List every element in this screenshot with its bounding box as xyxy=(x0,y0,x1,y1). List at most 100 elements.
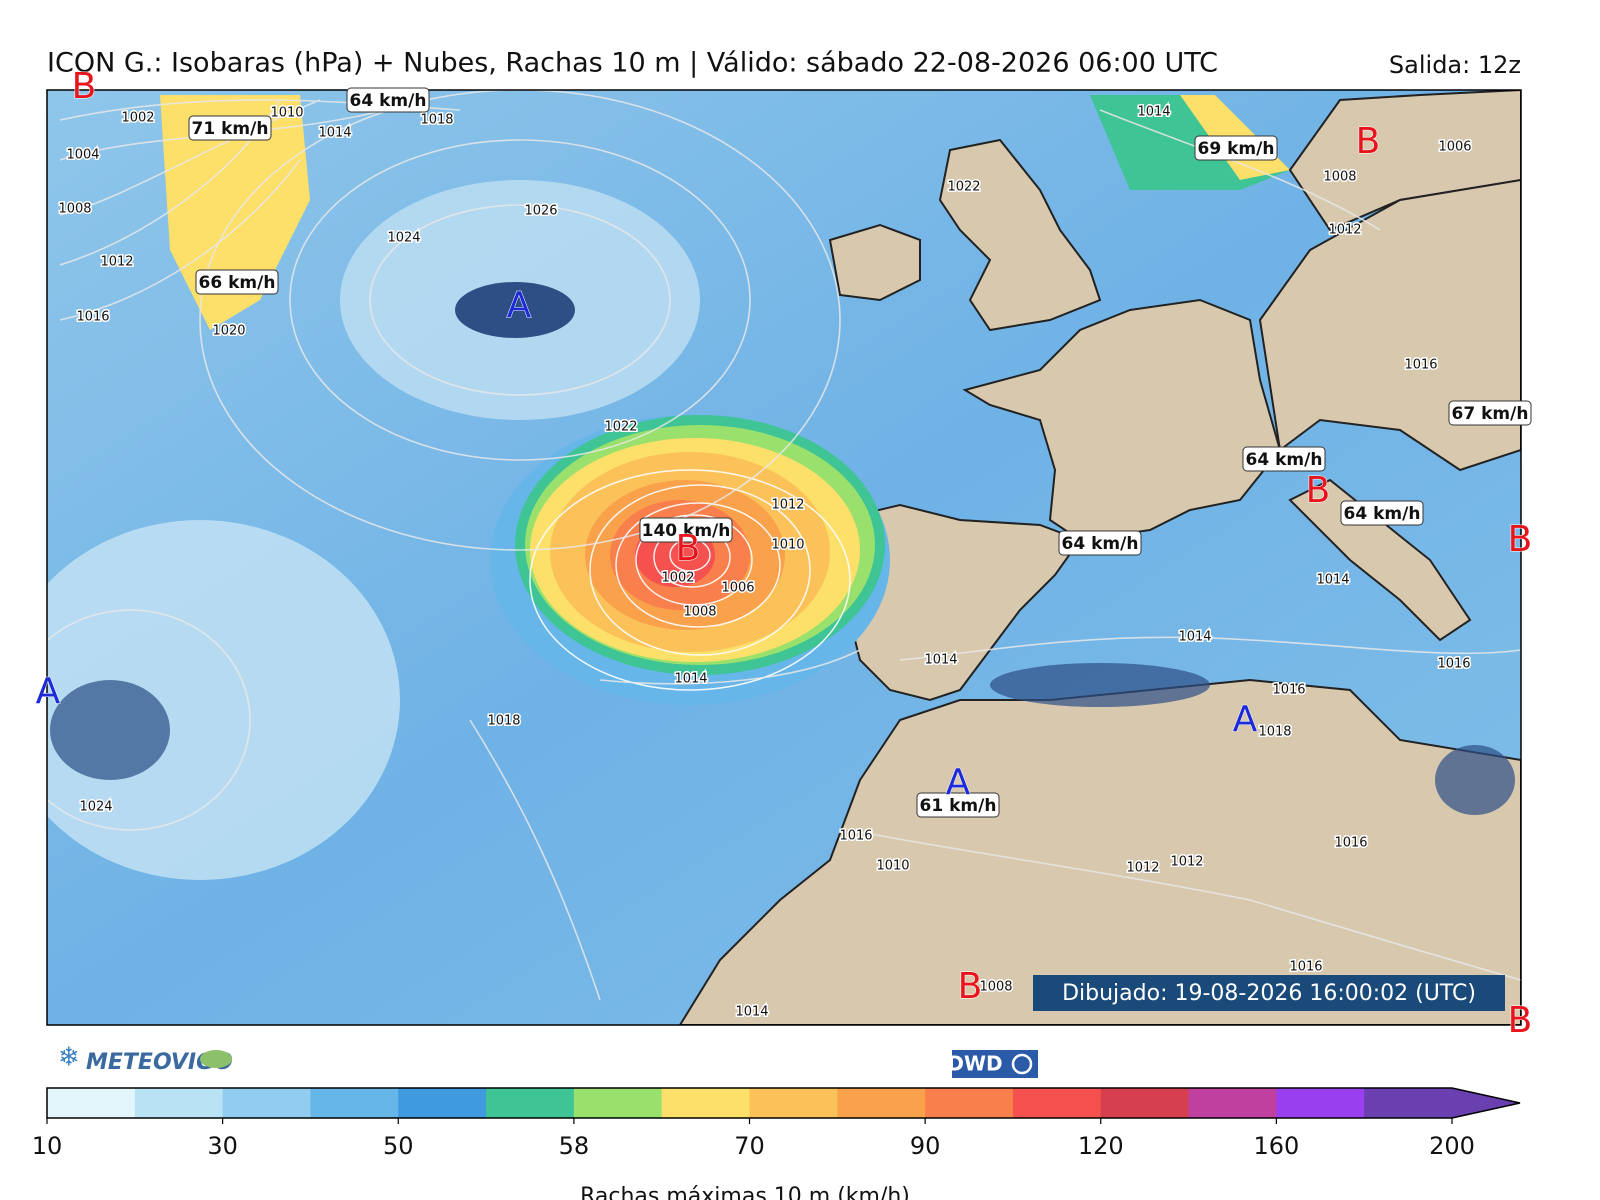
colorbar-bin xyxy=(486,1088,575,1118)
isobar-label: 1014 xyxy=(924,653,957,668)
colorbar-bin xyxy=(310,1088,399,1118)
gust-label-box xyxy=(195,269,279,295)
colorbar-bin xyxy=(1100,1088,1190,1118)
isobar-label: 1014 xyxy=(735,1005,768,1020)
gust-label: 64 km/h xyxy=(350,91,427,111)
land xyxy=(678,90,1521,1025)
logo-swirl xyxy=(1011,1053,1033,1075)
gust-label-box xyxy=(1194,135,1278,161)
cloud-dense xyxy=(50,680,170,780)
isobar-label: 1002 xyxy=(661,571,694,586)
isobar-label: 1010 xyxy=(771,538,804,553)
isobar-label: 1016 xyxy=(76,310,109,325)
colorbar-tick-label: 160 xyxy=(1253,1132,1299,1160)
isobar-label: 1008 xyxy=(979,980,1012,995)
isobar-label: 1012 xyxy=(771,498,804,513)
isobar-label: 1022 xyxy=(604,420,637,435)
isobar-label: 1014 xyxy=(1178,630,1211,645)
map-labels: 1002 1004 1008 1012 1016 1020 1010 1014 1018 1026… xyxy=(35,66,1533,1042)
gust-label: 69 km/h xyxy=(1198,139,1275,159)
cloud-dense xyxy=(1435,745,1515,815)
isobar-label: 1018 xyxy=(487,714,520,729)
gust-label-box xyxy=(346,87,430,113)
isobar-label: 1014 xyxy=(674,672,707,687)
pressure-center: B xyxy=(1508,519,1533,560)
pressure-center: A xyxy=(507,285,532,326)
isobar-label: 1016 xyxy=(1334,836,1367,851)
isobar-label: 1002 xyxy=(121,111,154,126)
colorbar-outline xyxy=(46,1087,1521,1119)
colorbar-tick-label: 200 xyxy=(1429,1132,1475,1160)
cloud-dense xyxy=(990,663,1210,707)
isobar-label: 1008 xyxy=(683,605,716,620)
isobar-label: 1018 xyxy=(420,113,453,128)
isobar-label: 1012 xyxy=(1170,855,1203,870)
gust-label-box xyxy=(1448,400,1532,426)
isobar-label: 1020 xyxy=(212,324,245,339)
isobar-label: 1006 xyxy=(721,581,754,596)
colorbar-bin xyxy=(573,1088,663,1118)
colorbar-bin xyxy=(1188,1088,1277,1118)
isobar-label: 1016 xyxy=(1437,657,1470,672)
pressure-center: A xyxy=(36,671,61,712)
colorbar-tick-label: 90 xyxy=(910,1132,941,1160)
isobar-label: 1018 xyxy=(1258,725,1291,740)
title: ICON G.: Isobaras (hPa) + Nubes, Rachas … xyxy=(47,48,1218,79)
isobar-label: 1016 xyxy=(839,829,872,844)
pressure-center: B xyxy=(72,66,97,107)
logo-icon: ❄ xyxy=(58,1043,80,1073)
gust-label: 71 km/h xyxy=(192,119,269,139)
gust-label: 66 km/h xyxy=(199,273,276,293)
colorbar-bin xyxy=(134,1088,224,1118)
isobar-label: 1010 xyxy=(270,106,303,121)
isobar-label: 1010 xyxy=(876,859,909,874)
drawn-box xyxy=(1033,975,1505,1011)
map-frame xyxy=(46,89,1522,1026)
gust-label: 64 km/h xyxy=(1344,504,1421,524)
colorbar-tick-label: 120 xyxy=(1078,1132,1124,1160)
logo-right: DWD xyxy=(947,1052,1002,1076)
pressure-center: B xyxy=(1306,470,1331,511)
gust-label-box xyxy=(188,115,272,141)
isobar-label: 1026 xyxy=(524,204,557,219)
gust-label: 140 km/h xyxy=(642,521,731,541)
map xyxy=(47,90,1521,1025)
gust-label-box xyxy=(916,792,1000,818)
colorbar-bin xyxy=(925,1088,1014,1118)
colorbar-tick-label: 10 xyxy=(32,1132,63,1160)
colorbar: 10 30 50 58 70 90 120 160 200 xyxy=(32,1087,1521,1160)
colorbar-tick-label: 30 xyxy=(207,1132,238,1160)
colorbar-tick-label: 50 xyxy=(383,1132,414,1160)
isobar-label: 1024 xyxy=(79,800,112,815)
pressure-center: A xyxy=(1233,699,1258,740)
colorbar-label: Rachas máximas 10 m (km/h) xyxy=(580,1184,910,1200)
drawn-time: Dibujado: 19-08-2026 16:00:02 (UTC) xyxy=(1062,981,1476,1006)
pressure-center: B xyxy=(1508,1000,1533,1041)
isobar-label: 1014 xyxy=(1316,573,1349,588)
colorbar-bin xyxy=(47,1088,136,1118)
gust-label: 64 km/h xyxy=(1062,534,1139,554)
isobar-label: 1014 xyxy=(318,126,351,141)
isobar-label: 1022 xyxy=(947,180,980,195)
isobar-label: 1004 xyxy=(66,148,99,163)
gust-label-box xyxy=(1242,446,1326,472)
cloud-dense xyxy=(455,282,575,338)
colorbar-bin xyxy=(749,1088,838,1118)
isobar-label: 1008 xyxy=(1323,170,1356,185)
gust-label: 61 km/h xyxy=(920,796,997,816)
colorbar-tick-label: 58 xyxy=(559,1132,590,1160)
colorbar-bin xyxy=(398,1088,487,1118)
colorbar-bin xyxy=(1364,1088,1453,1118)
pressure-center: B xyxy=(958,966,983,1007)
gust-label: 67 km/h xyxy=(1452,404,1529,424)
pressure-center: B xyxy=(1356,121,1381,162)
isobar-label: 1016 xyxy=(1289,960,1322,975)
colorbar-bin xyxy=(837,1088,926,1118)
isobar-label: 1016 xyxy=(1404,358,1437,373)
colorbar-arrow xyxy=(1452,1088,1520,1118)
cyclone xyxy=(490,415,890,705)
isobar-label: 1024 xyxy=(387,231,420,246)
gust-label-box xyxy=(1058,530,1142,556)
isobar-label: 1012 xyxy=(100,255,133,270)
colorbar-bin xyxy=(1012,1088,1102,1118)
